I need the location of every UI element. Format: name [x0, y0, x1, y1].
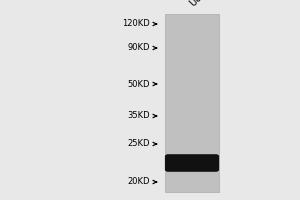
Text: U87: U87 — [188, 0, 209, 8]
Text: 25KD: 25KD — [128, 140, 150, 148]
Text: 90KD: 90KD — [128, 44, 150, 52]
Text: 50KD: 50KD — [128, 80, 150, 88]
Bar — [165, 14, 219, 192]
Text: 35KD: 35KD — [128, 112, 150, 120]
FancyBboxPatch shape — [166, 155, 218, 171]
Text: 20KD: 20KD — [128, 178, 150, 186]
Text: 120KD: 120KD — [122, 20, 150, 28]
